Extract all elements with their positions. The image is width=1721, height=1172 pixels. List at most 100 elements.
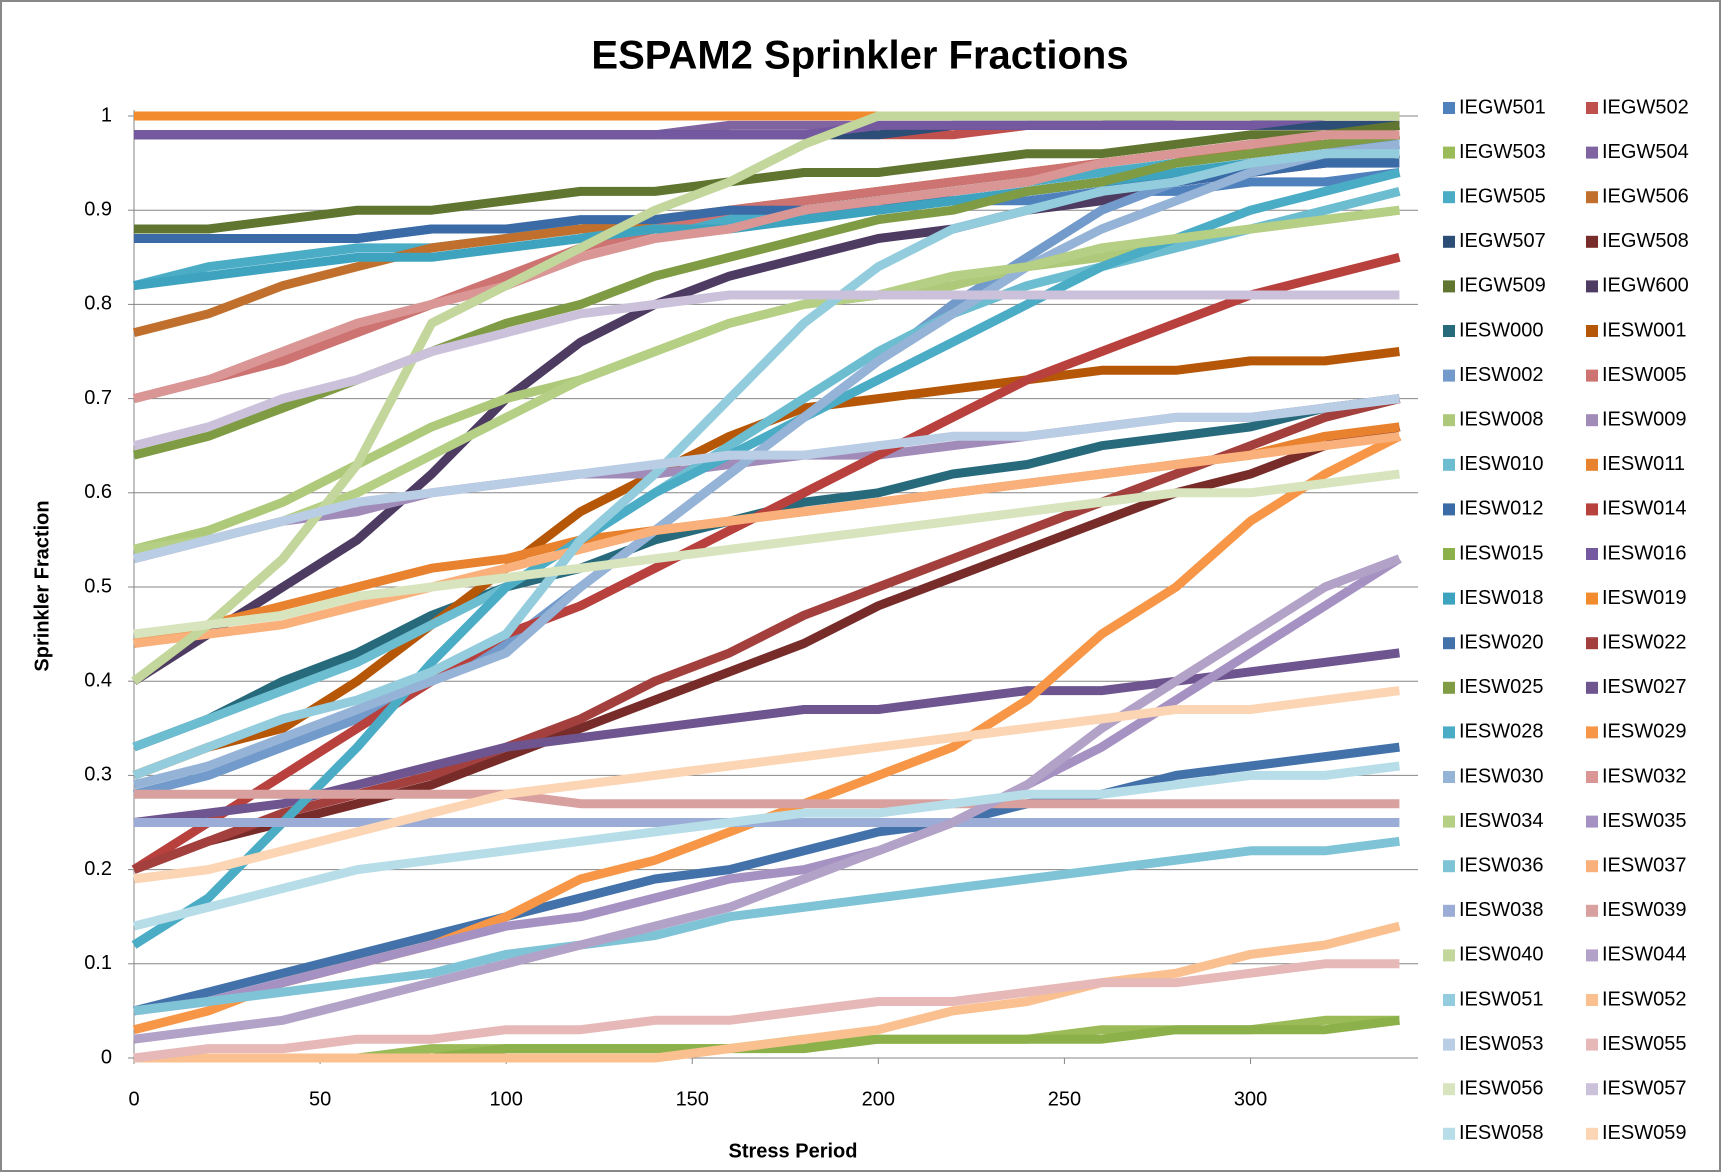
legend-swatch: [1443, 771, 1455, 783]
legend-label: IESW025: [1459, 676, 1543, 698]
legend-label: IESW044: [1602, 944, 1686, 966]
legend-label: IESW055: [1602, 1033, 1686, 1055]
legend-swatch: [1443, 369, 1455, 382]
legend-label: IESW001: [1602, 319, 1686, 341]
series-line: [133, 205, 1400, 554]
y-tick-label: 0.9: [84, 198, 112, 220]
legend-swatch: [1586, 102, 1598, 114]
legend-swatch: [1443, 592, 1455, 605]
series-line: [132, 130, 1400, 403]
legend-swatch: [1443, 1038, 1455, 1051]
legend-swatch: [1443, 949, 1455, 962]
legend-label: IESW053: [1459, 1033, 1543, 1055]
legend-swatch: [1443, 191, 1455, 204]
series-line: [133, 554, 1401, 1044]
legend-swatch: [1586, 325, 1598, 337]
legend-label: IEGW505: [1459, 185, 1546, 207]
legend-label: IEGW507: [1459, 230, 1546, 252]
legend-label: IEGW503: [1459, 141, 1546, 163]
series-line: [133, 648, 1400, 827]
series-line: [133, 431, 1400, 648]
series-line: [131, 111, 1400, 685]
series-line: [133, 686, 1400, 884]
y-tick-label: 0.7: [84, 387, 112, 409]
series-line: [133, 959, 1400, 1063]
legend-swatch: [1586, 280, 1598, 293]
y-tick-label: 0.3: [84, 764, 112, 786]
legend-label: IESW056: [1459, 1077, 1543, 1099]
legend-swatch: [1443, 146, 1455, 159]
series-line: [133, 836, 1400, 1016]
legend-swatch: [1443, 994, 1455, 1006]
legend-swatch: [1443, 1083, 1455, 1096]
x-tick-label: 150: [676, 1088, 709, 1110]
legend-label: IESW032: [1602, 765, 1686, 787]
x-tick-label: 250: [1048, 1088, 1081, 1110]
y-tick-label: 0.1: [84, 952, 112, 974]
legend-label: IESW059: [1602, 1122, 1686, 1144]
legend-swatch: [1586, 860, 1598, 873]
series-line: [134, 120, 1400, 234]
y-tick-label: 0.6: [84, 481, 112, 503]
series-line: [132, 761, 1400, 931]
legend-swatch: [1586, 1127, 1598, 1140]
legend-label: IESW005: [1602, 364, 1686, 386]
legend-swatch: [1586, 414, 1598, 427]
legend-swatch: [1586, 369, 1598, 382]
series-line: [134, 789, 1400, 809]
legend-swatch: [1443, 1127, 1455, 1140]
y-tick-label: 0.5: [84, 575, 112, 597]
legend-label: IESW012: [1459, 498, 1543, 520]
legend-label: IEGW506: [1602, 185, 1689, 207]
legend-swatch: [1586, 681, 1598, 694]
legend-swatch: [1443, 681, 1455, 694]
legend-swatch: [1586, 503, 1598, 516]
legend-swatch: [1443, 414, 1455, 427]
series-line: [132, 139, 1400, 790]
legend-swatch: [1586, 146, 1598, 159]
legend-label: IESW016: [1602, 542, 1686, 564]
y-axis-label: Sprinkler Fraction: [31, 500, 53, 671]
series-line: [133, 469, 1400, 639]
series-line: [132, 394, 1400, 564]
series-line: [133, 554, 1402, 1016]
legend-swatch: [1443, 637, 1455, 650]
x-tick-label: 300: [1234, 1088, 1267, 1110]
legend-swatch: [1443, 904, 1455, 917]
y-tick-label: 0.2: [84, 858, 112, 880]
legend-label: IESW009: [1602, 408, 1686, 430]
legend-label: IESW015: [1459, 542, 1543, 564]
legend-label: IESW038: [1459, 899, 1543, 921]
y-tick-label: 1: [101, 104, 112, 126]
series-line: [134, 921, 1401, 1063]
legend-label: IESW011: [1602, 453, 1685, 475]
legend-label: IESW058: [1459, 1122, 1543, 1144]
legend-label: IEGW502: [1602, 96, 1689, 118]
legend-swatch: [1443, 860, 1455, 873]
legend-swatch: [1586, 994, 1598, 1006]
legend-swatch: [1586, 458, 1598, 471]
legend-label: IESW035: [1602, 810, 1686, 832]
legend-label: IESW010: [1459, 453, 1543, 475]
legend-swatch: [1586, 1038, 1598, 1051]
y-tick-label: 0.4: [84, 669, 112, 691]
legend-label: IESW037: [1602, 854, 1686, 876]
legend-swatch: [1586, 726, 1598, 739]
series-line: [132, 742, 1400, 1016]
series-line: [132, 290, 1400, 451]
legend-label: IESW000: [1459, 319, 1543, 341]
legend-swatch: [1586, 771, 1598, 783]
y-tick-label: 0: [101, 1046, 112, 1068]
legend-swatch: [1443, 102, 1455, 114]
series-line: [132, 149, 1400, 780]
y-tick-label: 0.8: [84, 293, 112, 315]
series-line: [132, 187, 1401, 752]
chart-title: ESPAM2 Sprinkler Fractions: [591, 34, 1128, 78]
legend-swatch: [1586, 815, 1598, 828]
legend-swatch: [1443, 815, 1455, 828]
legend-label: IEGW504: [1602, 141, 1689, 163]
legend-label: IESW057: [1602, 1077, 1686, 1099]
legend-swatch: [1586, 548, 1598, 560]
legend-label: IESW019: [1602, 587, 1686, 609]
